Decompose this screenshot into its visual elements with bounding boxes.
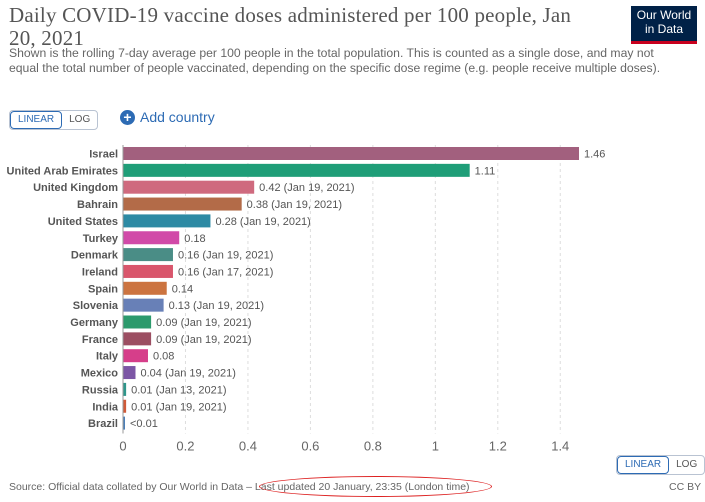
category-label: Turkey — [83, 233, 119, 245]
x-tick-label: 1.2 — [489, 438, 507, 453]
value-label: 0.42 (Jan 19, 2021) — [259, 182, 354, 194]
value-label: 1.46 — [584, 149, 605, 161]
bar — [123, 298, 164, 312]
logo-line-2: in Data — [644, 22, 684, 36]
category-label: Israel — [89, 149, 118, 161]
bar — [123, 332, 152, 346]
category-label: Slovenia — [73, 300, 119, 312]
value-label: 0.13 (Jan 19, 2021) — [169, 300, 264, 312]
category-label: Russia — [82, 384, 119, 396]
add-country-button[interactable]: + Add country — [120, 109, 215, 125]
bar — [123, 315, 152, 329]
value-label: 1.11 — [475, 165, 496, 177]
bar — [123, 231, 180, 245]
value-label: 0.08 — [153, 351, 174, 363]
value-label: <0.01 — [130, 418, 158, 430]
category-label: United Kingdom — [33, 182, 118, 194]
bar — [123, 214, 211, 228]
bar — [123, 197, 242, 211]
bar — [123, 248, 173, 262]
category-label: Mexico — [81, 368, 119, 380]
category-label: France — [82, 334, 118, 346]
value-label: 0.14 — [172, 283, 193, 295]
category-label: Bahrain — [77, 199, 118, 211]
bar — [123, 281, 167, 295]
value-label: 0.09 (Jan 19, 2021) — [156, 334, 251, 346]
category-label: Ireland — [82, 266, 118, 278]
value-label: 0.01 (Jan 19, 2021) — [131, 401, 226, 413]
license-link[interactable]: CC BY — [669, 481, 702, 493]
bar — [123, 399, 127, 413]
x-tick-label: 1.4 — [551, 438, 569, 453]
chart-title: Daily COVID-19 vaccine doses administere… — [9, 3, 572, 50]
category-label: Germany — [70, 317, 119, 329]
bar — [123, 416, 125, 430]
x-tick-label: 0.8 — [364, 438, 382, 453]
bar-chart: 0 0.2 0.4 0.6 0.8 1 1.2 1.4 Israel 1.46 United Ara… — [7, 145, 605, 453]
value-label: 0.09 (Jan 19, 2021) — [156, 317, 251, 329]
source-text: Source: Official data collated by Our Wo… — [9, 481, 255, 493]
category-label: Spain — [88, 283, 118, 295]
x-tick-label: 0 — [119, 438, 126, 453]
bar — [123, 349, 148, 363]
value-label: 0.28 (Jan 19, 2021) — [215, 216, 310, 228]
value-label: 0.16 (Jan 19, 2021) — [178, 250, 273, 262]
add-country-label: Add country — [140, 109, 215, 125]
owid-logo[interactable]: Our World in Data — [631, 6, 697, 44]
plus-icon: + — [120, 109, 135, 125]
value-label: 0.04 (Jan 19, 2021) — [140, 368, 235, 380]
annotation-ellipse — [259, 476, 492, 497]
bar — [123, 163, 470, 177]
x-tick-label: 1 — [432, 438, 439, 453]
bar — [123, 264, 173, 278]
category-label: United Arab Emirates — [7, 165, 118, 177]
bar — [123, 382, 127, 396]
linear-button[interactable]: LINEAR — [10, 111, 63, 129]
x-tick-label: 0.6 — [301, 438, 319, 453]
category-label: India — [92, 401, 119, 413]
scale-toggle-bottom: LINEAR LOG — [616, 455, 705, 475]
log-button[interactable]: LOG — [69, 114, 91, 125]
category-label: Denmark — [71, 250, 119, 262]
chart-subtitle: Shown is the rolling 7-day average per 1… — [9, 46, 661, 75]
value-label: 0.38 (Jan 19, 2021) — [247, 199, 342, 211]
x-tick-label: 0.2 — [176, 438, 194, 453]
bar — [123, 147, 579, 160]
value-label: 0.18 — [184, 233, 205, 245]
scale-toggle-top: LINEAR LOG — [9, 110, 99, 130]
bar — [123, 180, 255, 194]
linear-button-bottom[interactable]: LINEAR — [617, 456, 670, 474]
value-label: 0.01 (Jan 13, 2021) — [131, 384, 226, 396]
logo-line-1: Our World — [636, 8, 692, 22]
bar — [123, 366, 136, 380]
log-button-bottom[interactable]: LOG — [676, 459, 698, 470]
x-tick-label: 0.4 — [239, 438, 257, 453]
category-label: Italy — [96, 351, 119, 363]
category-label: Brazil — [88, 418, 118, 430]
category-label: United States — [48, 216, 118, 228]
value-label: 0.16 (Jan 17, 2021) — [178, 266, 273, 278]
